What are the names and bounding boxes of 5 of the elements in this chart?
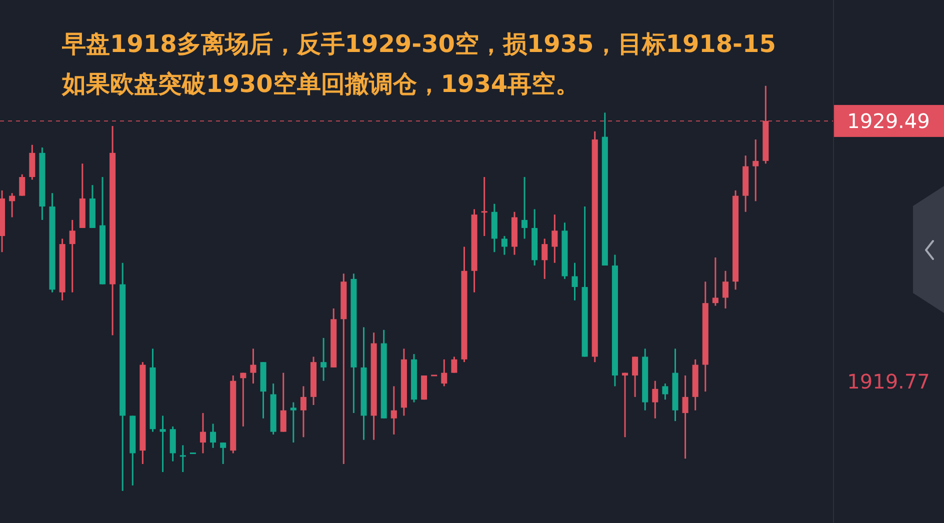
- y-tick-label: 1929.49: [847, 108, 930, 133]
- text: 早盘1918多离场后，反手1929-30空，损1935，目标1918-15: [61, 30, 776, 58]
- y-tick: 1919.77: [847, 370, 930, 394]
- y-tick: 1929.49: [834, 104, 944, 137]
- text: 如果欧盘突破1930空单回撤调仓，1934再空。: [61, 70, 580, 98]
